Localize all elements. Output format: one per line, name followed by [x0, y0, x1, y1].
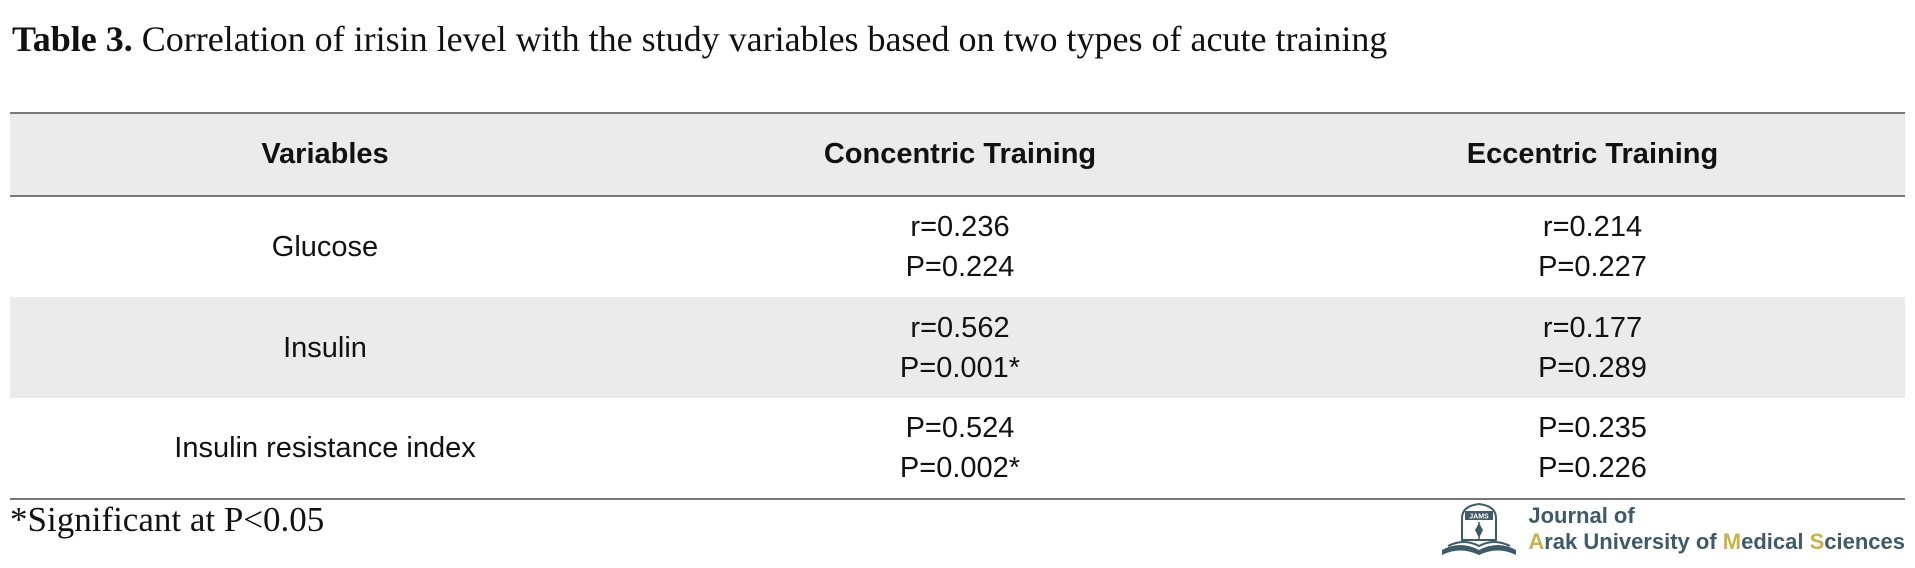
journal-name: Journal of Arak University of Medical Sc… [1528, 503, 1905, 555]
concentric-r-value: r=0.562 [910, 311, 1010, 344]
table-caption: Table 3. Correlation of irisin level wit… [12, 18, 1387, 60]
concentric-cell: r=0.236 P=0.224 [640, 196, 1280, 297]
eccentric-cell: r=0.177 P=0.289 [1280, 297, 1905, 398]
concentric-cell: r=0.562 P=0.001* [640, 297, 1280, 398]
table-row: Glucose r=0.236 P=0.224 r=0.214 P=0.227 [10, 196, 1905, 297]
table-header-row: Variables Concentric Training Eccentric … [10, 113, 1905, 196]
eccentric-p-value: P=0.227 [1538, 251, 1647, 283]
significance-footnote: *Significant at P<0.05 [10, 500, 325, 539]
table-row: Insulin r=0.562 P=0.001* r=0.177 P=0.289 [10, 297, 1905, 398]
concentric-r-value: r=0.236 [910, 211, 1010, 243]
eccentric-cell: r=0.214 P=0.227 [1280, 196, 1905, 297]
emblem-text: JAMS [1470, 514, 1490, 521]
table-caption-text: Correlation of irisin level with the stu… [141, 19, 1388, 59]
eccentric-cell: P=0.235 P=0.226 [1280, 398, 1905, 499]
variable-cell: Glucose [271, 231, 379, 263]
eccentric-p-value: P=0.226 [1538, 452, 1647, 484]
table-caption-label: Table 3. [12, 19, 133, 59]
correlation-table: Variables Concentric Training Eccentric … [10, 112, 1905, 500]
journal-name-line2: Arak University of Medical Sciences [1528, 529, 1905, 554]
eccentric-p-value: P=0.289 [1538, 351, 1647, 384]
concentric-p-value: P=0.001* [899, 351, 1021, 384]
journal-logo: JAMS Journal of Arak University of Medic… [1438, 500, 1905, 558]
header-eccentric-training: Eccentric Training [1466, 138, 1719, 170]
variable-cell: Insulin [283, 331, 367, 364]
eccentric-r-value: r=0.214 [1542, 211, 1643, 243]
header-concentric-training: Concentric Training [823, 138, 1097, 170]
concentric-cell: P=0.524 P=0.002* [640, 398, 1280, 499]
table-row: Insulin resistance index P=0.524 P=0.002… [10, 398, 1905, 499]
concentric-p-value: P=0.002* [899, 452, 1021, 484]
header-variables: Variables [261, 138, 389, 170]
variable-cell: Insulin resistance index [174, 432, 476, 464]
journal-emblem-icon: JAMS [1442, 502, 1517, 555]
eccentric-r-value: P=0.235 [1538, 412, 1647, 444]
concentric-r-value: P=0.524 [905, 412, 1015, 444]
journal-name-line1: Journal of [1528, 503, 1635, 528]
eccentric-r-value: r=0.177 [1542, 311, 1643, 344]
concentric-p-value: P=0.224 [905, 251, 1015, 283]
